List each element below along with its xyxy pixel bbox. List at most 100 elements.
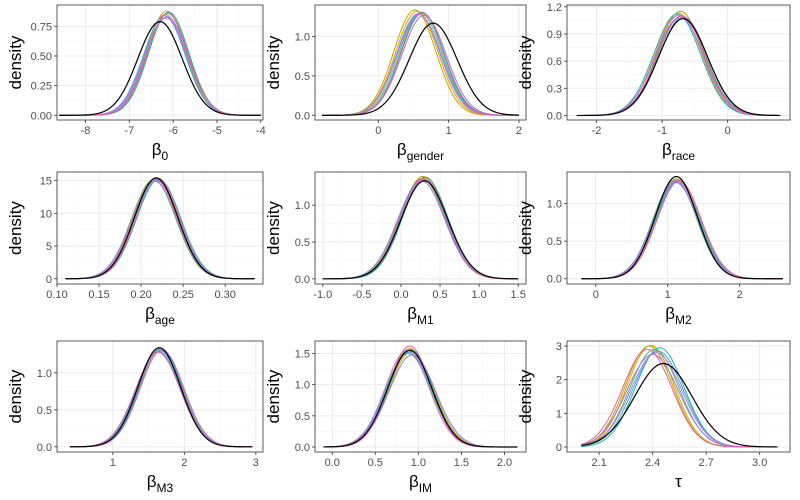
y-tick-label: 0.5 — [295, 71, 310, 83]
panel-border — [56, 4, 264, 121]
x-tick-label: 1 — [665, 289, 671, 301]
panel-beta_gender: 0 1 2 0.0 0.5 1.0 density βgender — [264, 4, 527, 163]
y-tick-label: 0.6 — [547, 56, 562, 68]
x-tick-label: 0.0 — [325, 457, 340, 469]
x-tick-label: 1.5 — [454, 457, 469, 469]
y-tick-label: 0.5 — [37, 405, 52, 417]
y-tick-label: 0.25 — [31, 81, 52, 93]
x-tick-label: 2.7 — [699, 457, 714, 469]
y-axis-title: density — [6, 201, 25, 255]
x-tick-label: 3.0 — [752, 457, 767, 469]
y-axis-title: density — [264, 369, 283, 423]
x-axis-title: βIM — [409, 472, 432, 495]
x-tick-label: 1 — [110, 457, 116, 469]
y-tick-label: 0.0 — [295, 442, 310, 454]
panel-border — [566, 340, 791, 453]
x-tick-label: -4 — [256, 125, 266, 137]
x-tick-label: -5 — [212, 125, 222, 137]
x-axis-title: βM1 — [407, 304, 434, 327]
x-tick-label: 1 — [446, 125, 452, 137]
panel-border — [314, 171, 527, 285]
x-tick-label: 0.0 — [393, 289, 408, 301]
panel-tau: 2.1 2.4 2.7 3.0 0 1 2 3 density τ — [516, 340, 791, 491]
y-tick-label: 1 — [556, 408, 562, 420]
y-tick-label: 1.0 — [37, 368, 52, 380]
y-tick-label: 0.00 — [31, 110, 52, 122]
y-tick-label: 0 — [556, 442, 562, 454]
y-tick-label: 0.0 — [547, 110, 562, 122]
y-axis-title: density — [6, 369, 25, 423]
y-tick-label: 0.5 — [295, 237, 310, 249]
panel-beta_IM: 0.0 0.5 1.0 1.5 2.0 0.0 0.5 1.0 1.5 density βIM — [264, 340, 527, 495]
series-line-pooled — [323, 349, 518, 448]
x-axis-title: βM3 — [147, 472, 174, 495]
x-tick-label: 0 — [725, 125, 731, 137]
panel-border — [314, 340, 527, 453]
series-line-pooled — [581, 362, 778, 448]
x-tick-label: 2 — [737, 289, 743, 301]
y-tick-label: 1.0 — [295, 380, 310, 392]
series-line-pooled — [59, 20, 261, 116]
x-tick-label: 2 — [181, 457, 187, 469]
x-tick-label: 1.0 — [471, 289, 486, 301]
panel-beta_age: 0.10 0.15 0.20 0.25 0.30 0 5 10 15 density βage — [6, 171, 264, 327]
panel-background — [57, 341, 263, 452]
y-axis-title: density — [516, 35, 535, 89]
x-tick-label: -8 — [81, 125, 91, 137]
y-axis-title: density — [264, 35, 283, 89]
x-tick-label: 0.20 — [130, 289, 151, 301]
y-tick-label: 5 — [46, 241, 52, 253]
x-tick-label: 1.5 — [511, 289, 526, 301]
panel-beta0: -8 -7 -6 -5 -4 0.00 0.25 0.50 0.75 density β0 — [6, 4, 266, 163]
y-axis-title: density — [264, 201, 283, 255]
y-tick-label: 15 — [40, 176, 52, 188]
x-tick-label: -1 — [657, 125, 667, 137]
x-tick-label: -6 — [168, 125, 178, 137]
y-tick-label: 1.5 — [295, 348, 310, 360]
x-tick-label: 0.30 — [214, 289, 235, 301]
x-tick-label: 1.0 — [411, 457, 426, 469]
y-tick-label: 0.0 — [295, 110, 310, 122]
series-line-pooled — [322, 22, 519, 116]
x-tick-label: 0.25 — [172, 289, 193, 301]
series-line-pooled — [581, 175, 783, 280]
panel-beta_M1: -1.0 -0.5 0.0 0.5 1.0 1.5 0.0 0.5 1.0 density βM1 — [264, 171, 527, 327]
y-tick-label: 0.75 — [31, 21, 52, 33]
panel-background — [567, 172, 790, 284]
x-tick-label: 0.5 — [432, 289, 447, 301]
x-tick-label: 2.4 — [645, 457, 660, 469]
y-axis-title: density — [516, 201, 535, 255]
y-axis-title: density — [516, 369, 535, 423]
y-tick-label: 0.0 — [295, 274, 310, 286]
x-tick-label: 2.1 — [591, 457, 606, 469]
panel-beta_M3: 1 2 3 0.0 0.5 1.0 density βM3 — [6, 340, 264, 495]
y-tick-label: 0 — [46, 274, 52, 286]
y-axis-title: density — [6, 35, 25, 89]
y-tick-label: 0.0 — [547, 274, 562, 286]
series-line-pooled — [576, 17, 781, 117]
panel-background — [315, 5, 526, 120]
x-axis-title: βrace — [662, 140, 695, 163]
x-axis-title: βage — [145, 304, 175, 327]
x-tick-label: 0.5 — [368, 457, 383, 469]
x-tick-label: -0.5 — [352, 289, 371, 301]
y-tick-label: 0.5 — [295, 411, 310, 423]
y-tick-label: 1.0 — [295, 32, 310, 44]
y-tick-label: 0.5 — [547, 236, 562, 248]
series-line-pooled — [65, 177, 255, 280]
panel-border — [56, 171, 264, 285]
y-tick-label: 10 — [40, 208, 52, 220]
panel-border — [566, 4, 791, 121]
panel-beta_race: -2 -1 0 0.0 0.3 0.6 0.9 1.2 density βrace — [516, 2, 791, 163]
panel-border — [56, 340, 264, 453]
y-tick-label: 0.50 — [31, 51, 52, 63]
x-tick-label: 3 — [253, 457, 259, 469]
y-tick-label: 0.3 — [547, 83, 562, 95]
panel-background — [567, 5, 790, 120]
panel-background — [57, 172, 263, 284]
panel-border — [314, 4, 527, 121]
y-tick-label: 2 — [556, 375, 562, 387]
x-tick-label: 0 — [593, 289, 599, 301]
x-tick-label: 2.0 — [497, 457, 512, 469]
